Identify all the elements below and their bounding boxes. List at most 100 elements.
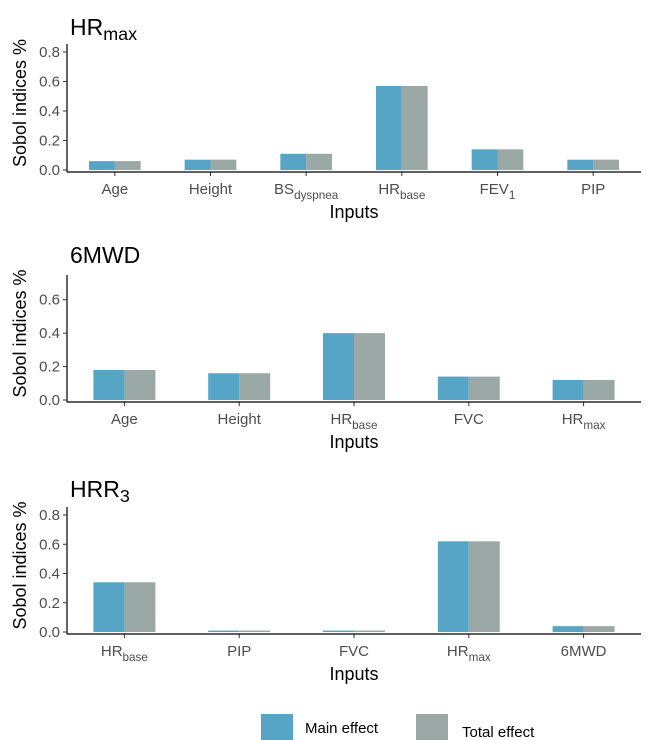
- x-tick-label-main: HR: [447, 643, 469, 660]
- bar-total-effect: [354, 333, 385, 400]
- y-tick-label: 0.2: [39, 133, 60, 150]
- legend: Main effect Total effect: [261, 714, 535, 740]
- x-tick-label-main: Height: [218, 411, 262, 428]
- bar-main-effect: [184, 159, 211, 170]
- x-tick-label: HRbase: [330, 411, 377, 432]
- bar-total-effect: [306, 153, 332, 170]
- x-tick-label: HRbase: [101, 643, 148, 664]
- bar-main-effect: [323, 630, 354, 632]
- x-tick-label: BSdyspnea: [274, 181, 339, 202]
- x-tick-label: 6MWD: [561, 643, 607, 660]
- y-axis-title: Sobol indices %: [10, 269, 30, 397]
- x-tick-label: FEV1: [480, 181, 516, 202]
- bar-total-effect: [583, 379, 615, 400]
- bar-main-effect: [437, 541, 469, 632]
- x-tick-label-main: HR: [378, 181, 400, 198]
- bar-main-effect: [552, 626, 584, 632]
- bar-main-effect: [208, 373, 240, 400]
- x-tick-label-main: FVC: [339, 643, 369, 660]
- panel-title: 6MWD: [70, 242, 140, 268]
- x-tick-label-sub: dyspnea: [294, 189, 339, 202]
- bar-total-effect: [239, 630, 271, 632]
- x-tick-label-main: Age: [101, 181, 128, 198]
- y-tick-label: 0.6: [39, 74, 60, 91]
- x-tick-label: Age: [101, 181, 128, 198]
- x-tick-label-sub: max: [469, 651, 491, 664]
- x-tick-label-main: Age: [111, 411, 138, 428]
- panel-title-main: 6MWD: [70, 242, 140, 268]
- y-tick-label: 0.0: [39, 162, 60, 179]
- legend-label: Total effect: [462, 724, 535, 740]
- legend-swatch: [416, 714, 448, 740]
- x-tick-label-main: HR: [330, 411, 352, 428]
- x-tick-label: HRmax: [447, 643, 491, 664]
- bar-total-effect: [354, 630, 385, 632]
- y-tick-label: 0.2: [39, 595, 60, 612]
- y-tick-label: 0.8: [39, 44, 60, 61]
- x-tick-label-sub: max: [583, 419, 605, 432]
- panel-title-sub: 3: [120, 486, 130, 506]
- y-tick-label: 0.6: [39, 536, 60, 553]
- bar-total-effect: [239, 373, 271, 400]
- panel-title-main: HRR: [70, 476, 120, 502]
- x-tick-label-main: FEV: [480, 181, 509, 198]
- x-axis-title: Inputs: [329, 202, 378, 222]
- y-axis-title: Sobol indices %: [10, 39, 30, 167]
- bar-main-effect: [567, 159, 594, 170]
- bar-main-effect: [323, 333, 354, 400]
- y-tick-label: 0.4: [39, 325, 60, 342]
- bar-main-effect: [552, 379, 584, 400]
- bar-total-effect: [124, 369, 156, 400]
- y-tick-label: 0.0: [39, 624, 60, 641]
- y-tick-label: 0.4: [39, 103, 60, 120]
- bar-total-effect: [583, 626, 615, 632]
- x-tick-label: Height: [189, 181, 233, 198]
- x-tick-label: PIP: [581, 181, 605, 198]
- bar-total-effect: [468, 541, 500, 632]
- y-tick-label: 0.0: [39, 392, 60, 409]
- x-tick-label-main: FVC: [454, 411, 484, 428]
- bar-total-effect: [593, 159, 619, 170]
- x-tick-label: Height: [218, 411, 262, 428]
- legend-swatch: [261, 714, 293, 740]
- x-tick-label: FVC: [454, 411, 484, 428]
- y-tick-label: 0.8: [39, 507, 60, 524]
- x-axis-title: Inputs: [329, 664, 378, 684]
- x-tick-label-sub: base: [123, 651, 148, 664]
- bar-main-effect: [437, 376, 469, 400]
- bar-total-effect: [468, 376, 500, 400]
- y-axis-title: Sobol indices %: [10, 501, 30, 629]
- bar-main-effect: [93, 582, 125, 632]
- bar-main-effect: [208, 630, 240, 632]
- bar-total-effect: [210, 159, 237, 170]
- y-tick-label: 0.6: [39, 292, 60, 309]
- panel-title-sub: max: [103, 24, 137, 44]
- bar-main-effect: [471, 149, 498, 170]
- x-tick-label-sub: base: [352, 419, 377, 432]
- chart-panel-2: 6MWD Sobol indices % 0.0 0.2 0.4 0.6 Age Height…: [10, 242, 641, 452]
- panel-title-main: HR: [70, 14, 103, 40]
- y-tick-label: 0.2: [39, 359, 60, 376]
- x-tick-label-sub: base: [400, 189, 425, 202]
- x-tick-label-main: BS: [274, 181, 294, 198]
- panel-title: HRmax: [70, 14, 137, 44]
- bar-main-effect: [93, 369, 125, 400]
- x-tick-label: HRmax: [562, 411, 606, 432]
- bar-total-effect: [401, 85, 428, 170]
- x-tick-label: Age: [111, 411, 138, 428]
- x-tick-label-main: PIP: [227, 643, 251, 660]
- x-tick-label-main: Height: [189, 181, 233, 198]
- x-tick-label-sub: 1: [509, 189, 516, 202]
- panel-title: HRR3: [70, 476, 130, 506]
- x-tick-label: HRbase: [378, 181, 425, 202]
- bar-main-effect: [280, 153, 307, 170]
- y-tick-label: 0.4: [39, 566, 60, 583]
- x-axis-title: Inputs: [329, 432, 378, 452]
- bar-main-effect: [376, 85, 402, 170]
- x-tick-label-main: 6MWD: [561, 643, 607, 660]
- x-tick-label-main: HR: [101, 643, 123, 660]
- x-tick-label-main: PIP: [581, 181, 605, 198]
